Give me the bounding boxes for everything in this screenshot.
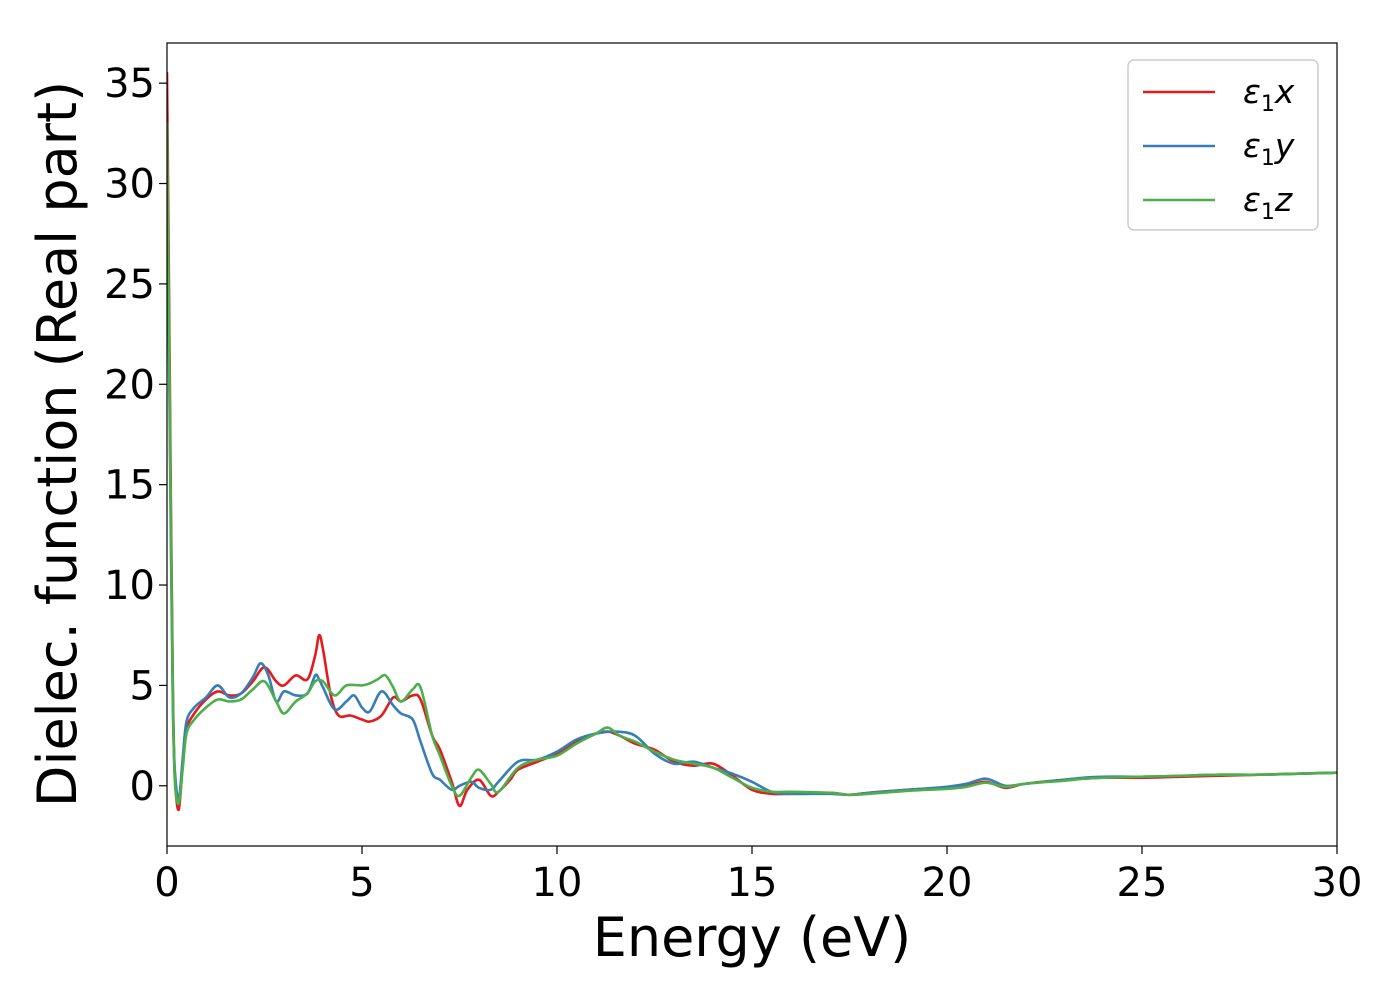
legend-symbol: ε: [1243, 180, 1261, 219]
y-tick-label: 20: [104, 362, 155, 408]
legend-symbol: ε: [1243, 126, 1261, 165]
y-tick-label: 25: [104, 262, 155, 308]
legend-subscript: 1: [1261, 200, 1275, 225]
x-tick-label: 5: [349, 860, 374, 906]
legend-subscript: 1: [1261, 92, 1275, 117]
legend-component: z: [1274, 180, 1293, 219]
y-axis: 0 5 10 15 20 25 30 35: [104, 61, 167, 810]
legend-component: x: [1274, 72, 1295, 111]
legend-subscript: 1: [1261, 146, 1275, 171]
y-tick-label: 35: [104, 61, 155, 107]
legend-symbol: ε: [1243, 72, 1261, 111]
series-line-eps1y: [167, 142, 1337, 802]
x-tick-label: 10: [532, 860, 583, 906]
legend-label-eps1z: ε1z: [1243, 180, 1293, 225]
y-tick-label: 10: [104, 563, 155, 609]
y-tick-label: 0: [130, 764, 155, 810]
x-tick-label: 25: [1117, 860, 1168, 906]
x-tick-label: 0: [154, 860, 179, 906]
y-tick-label: 5: [130, 663, 155, 709]
legend-label-eps1y: ε1y: [1243, 126, 1295, 171]
x-tick-label: 15: [727, 860, 778, 906]
x-axis: 0 5 10 15 20 25 30: [154, 846, 1362, 906]
legend-component: y: [1274, 126, 1295, 165]
x-tick-label: 30: [1312, 860, 1363, 906]
x-tick-label: 20: [922, 860, 973, 906]
legend-box: [1127, 59, 1319, 231]
y-tick-label: 15: [104, 463, 155, 509]
y-axis-label: Dielec. function (Real part): [26, 81, 89, 807]
legend-label-eps1x: ε1x: [1243, 72, 1295, 117]
series-layer: [167, 71, 1337, 812]
y-tick-label: 30: [104, 162, 155, 208]
series-line-eps1z: [167, 122, 1337, 806]
x-axis-label: Energy (eV): [593, 906, 912, 969]
